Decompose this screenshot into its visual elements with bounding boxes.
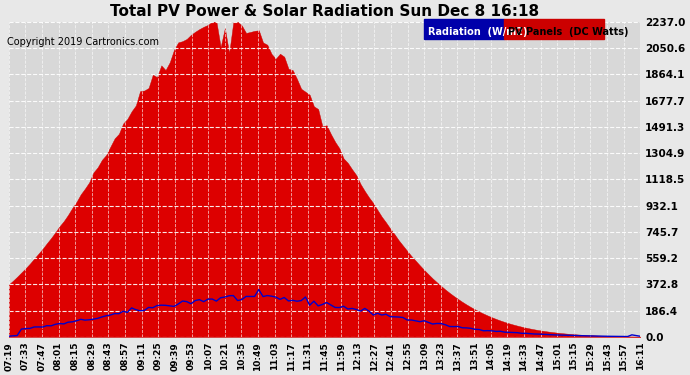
- Text: PV Panels  (DC Watts): PV Panels (DC Watts): [508, 27, 629, 37]
- Title: Total PV Power & Solar Radiation Sun Dec 8 16:18: Total PV Power & Solar Radiation Sun Dec…: [110, 4, 539, 19]
- Text: Copyright 2019 Cartronics.com: Copyright 2019 Cartronics.com: [7, 37, 159, 47]
- Text: Radiation  (W/m2): Radiation (W/m2): [428, 27, 527, 37]
